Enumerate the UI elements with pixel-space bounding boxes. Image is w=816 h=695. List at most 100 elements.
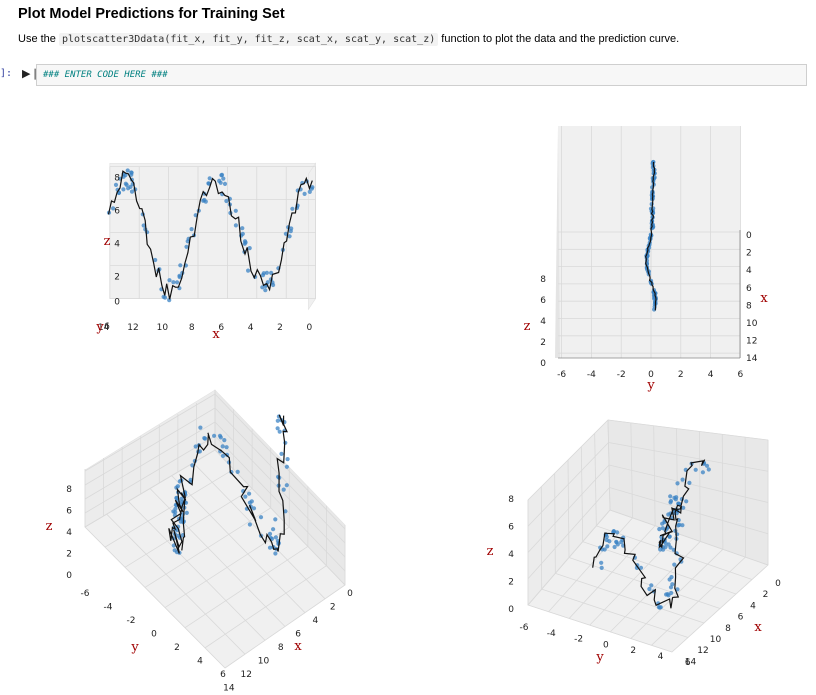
chart-1-y-label: y (95, 320, 104, 335)
chart-4-point (657, 527, 662, 532)
chart-2-y-tick: -4 (587, 370, 596, 380)
chart-3-point (224, 445, 229, 450)
chart-3-x-tick: 10 (258, 657, 270, 667)
chart-4-y-tick: 2 (630, 646, 636, 656)
chart-4-y-tick: 4 (658, 652, 664, 662)
chart-4-point (614, 540, 619, 545)
chart-2-z-tick: 6 (540, 296, 546, 306)
chart-4-x-tick: 14 (685, 657, 697, 667)
chart-4-point (664, 592, 669, 597)
chart-4-y-label: y (595, 650, 604, 665)
chart-1-point (201, 198, 206, 203)
chart-2-x-tick: 0 (746, 231, 752, 241)
function-code: plotscatter3Ddata(fit_x, fit_y, fit_z, s… (58, 33, 439, 46)
chart-3-y-tick: 4 (197, 657, 203, 667)
chart-3-x-tick: 4 (313, 616, 319, 626)
chart-3-point (235, 469, 240, 474)
chart-3-y-label: y (130, 640, 139, 655)
instruction-after: function to plot the data and the predic… (438, 33, 680, 45)
chart-3-gridline (214, 435, 346, 572)
chart-4-point (661, 547, 666, 552)
chart-3-point (243, 494, 248, 499)
chart-3-point (275, 418, 280, 423)
chart-4-point (599, 560, 604, 565)
chart-4-point (647, 586, 652, 592)
chart-4-point (675, 481, 680, 486)
chart-1-pane-1 (109, 163, 316, 299)
chart-4-point (672, 495, 677, 500)
chart-4-gridline (527, 442, 609, 527)
chart-3-gridline (128, 501, 266, 641)
chart-1-point (141, 223, 146, 228)
chart-1-panes (109, 162, 316, 311)
chart-2-z-tick: 8 (540, 275, 546, 285)
chart-1-point (233, 208, 238, 213)
chart-3-point (179, 496, 184, 501)
chart-1-point (283, 231, 288, 236)
chart-3-point (193, 444, 198, 449)
chart-4-point (676, 501, 681, 506)
chart-3-point (212, 433, 217, 438)
chart-4-gridline (568, 557, 721, 609)
chart-3-point (217, 433, 223, 438)
chart-3-point (247, 491, 252, 496)
chart-4-gridline (568, 525, 656, 619)
step-forward-icon[interactable]: ▶❘ (22, 68, 40, 80)
chart-4-y-tick: 6 (685, 658, 691, 668)
chart-4-point (680, 477, 685, 482)
chart-1-point (290, 206, 295, 211)
chart-1-point (221, 176, 226, 181)
chart-4-gridline (610, 541, 701, 633)
chart-4-point (663, 544, 668, 550)
chart-4-y-tick: -2 (574, 635, 583, 645)
chart-1-point (206, 181, 211, 186)
chart-2-y-tick: 4 (708, 370, 714, 380)
chart-1-point (307, 189, 312, 194)
chart-1-point (287, 234, 292, 239)
chart-4-gridline (541, 588, 689, 638)
chart-4-point (657, 605, 662, 610)
chart-2-z-tick: 0 (540, 359, 546, 369)
chart-2-x-tick: 6 (746, 284, 752, 294)
chart-3-y-tick: 2 (174, 643, 180, 653)
chart-2-x-tick: 4 (746, 266, 752, 276)
chart-4-y-tick: 0 (603, 640, 609, 650)
code-cell-text[interactable]: ### ENTER CODE HERE ### (43, 70, 168, 80)
chart-2-x-tick: 12 (746, 337, 757, 347)
chart-1-x-tick: 6 (218, 323, 224, 333)
chart-4-point (604, 537, 609, 543)
chart-1-point (125, 168, 130, 173)
chart-1-point (302, 191, 307, 196)
chart-2-x-tick: 14 (746, 354, 758, 364)
chart-3-point (174, 496, 179, 501)
chart-4-point (612, 544, 617, 550)
chart-1-x-label: x (212, 327, 220, 342)
chart-1-point (309, 186, 314, 191)
chart-3-gridline (84, 526, 226, 669)
chart-1-point (177, 273, 182, 278)
chart-4-x-tick: 8 (725, 624, 731, 634)
chart-3-x-tick: 14 (223, 684, 235, 694)
chart-1-point (184, 244, 189, 249)
chart-1-point (260, 285, 265, 290)
chart-2-y-label: y (646, 378, 655, 393)
chart-2-y-tick: 2 (678, 370, 684, 380)
chart-1-point (240, 226, 245, 231)
chart-3-z-tick: 4 (66, 528, 72, 538)
chart-4-x-tick: 2 (763, 590, 769, 600)
chart-3-point (173, 510, 178, 515)
chart-4-gridline (527, 464, 610, 553)
chart-2-z-tick: 4 (540, 317, 546, 327)
code-cell[interactable]: ### ENTER CODE HERE ### (36, 64, 807, 86)
chart-4-x-label: x (754, 620, 762, 635)
chart-3-y-tick: -6 (81, 589, 90, 599)
chart-3-gridline (84, 407, 216, 486)
chart-3-point (184, 510, 189, 515)
chart-4-point (675, 587, 680, 592)
chart-1-prediction-curve (107, 170, 313, 300)
chart-4-x-tick: 4 (750, 601, 756, 611)
chart-3-gridline (171, 475, 306, 613)
chart-1-point (222, 181, 228, 186)
chart-1-point (219, 173, 224, 178)
chart-1-x-tick: 10 (157, 323, 169, 333)
